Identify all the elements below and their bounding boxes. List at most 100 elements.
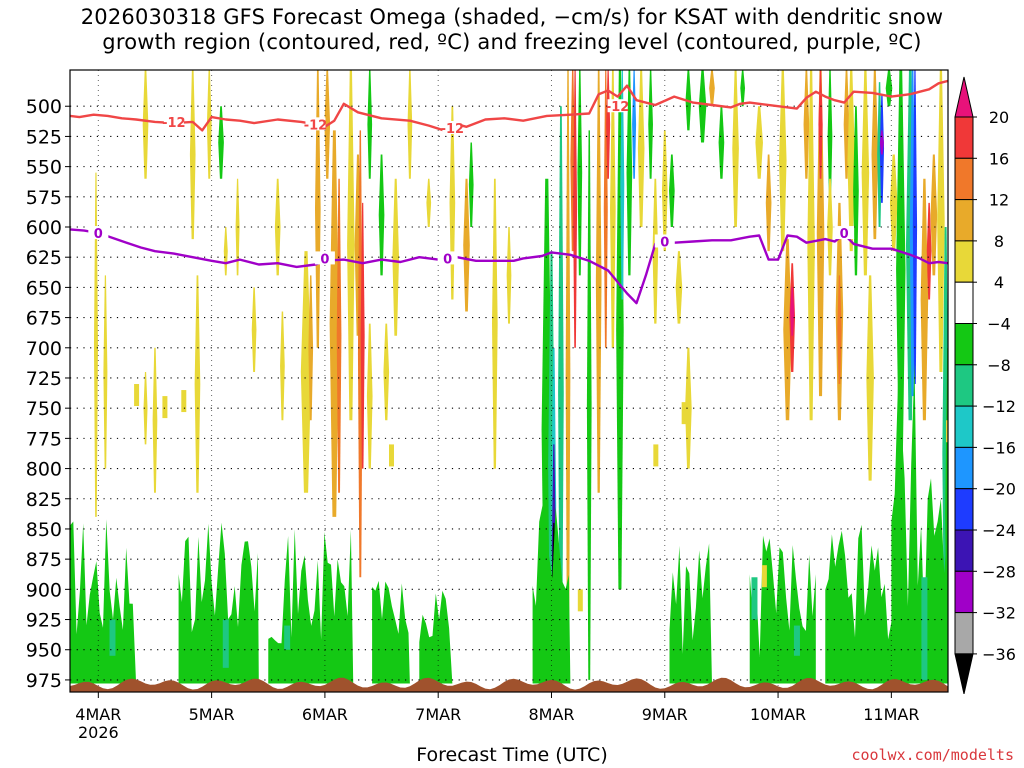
colorbar-label: −12 (982, 397, 1016, 416)
omega-cell (751, 577, 758, 620)
y-tick-label: 500 (26, 96, 62, 118)
omega-lowlevel-band (419, 590, 453, 684)
omega-cell (889, 154, 898, 252)
contour-label: 0 (660, 236, 669, 251)
omega-cell (280, 311, 285, 421)
colorbar-label: −32 (982, 604, 1016, 623)
plot-frame (69, 69, 949, 693)
colorbar-label: −20 (982, 480, 1016, 499)
colorbar-segment (954, 199, 974, 242)
omega-cell (378, 154, 385, 276)
omega-cell (463, 178, 470, 312)
omega-cell (162, 396, 168, 419)
x-tick-label: 5MAR (189, 705, 235, 724)
omega-cell (152, 347, 158, 493)
colorbar-segment (954, 529, 974, 572)
y-tick-label: 925 (26, 610, 62, 632)
omega-lowlevel-band (749, 535, 816, 684)
colorbar-label: −36 (982, 645, 1016, 664)
omega-cell (946, 420, 948, 443)
omega-cell (103, 275, 108, 469)
omega-cell (573, 70, 578, 348)
omega-cell (565, 70, 571, 680)
omega-cell (506, 227, 512, 324)
y-tick-label: 875 (26, 549, 62, 571)
y-tick-label: 975 (26, 670, 62, 692)
y-tick-label: 550 (26, 157, 62, 179)
colorbar-label: 16 (989, 149, 1009, 168)
omega-cell (765, 154, 772, 252)
omega-cell (93, 172, 98, 517)
omega-cell (755, 106, 763, 179)
omega-cell (134, 384, 140, 407)
colorbar-segment (954, 364, 974, 407)
contour-label: -12 (606, 100, 630, 115)
omega-cell (837, 275, 842, 385)
omega-cell (779, 70, 787, 252)
omega-cell (367, 70, 373, 179)
colorbar-label: 12 (989, 191, 1009, 210)
x-tick-label: 6MAR (302, 705, 348, 724)
colorbar-segment (954, 157, 974, 201)
colorbar-label: −8 (987, 356, 1011, 375)
isotherm-minus12-line (70, 79, 948, 133)
omega-cell (492, 178, 498, 469)
omega-cell (790, 287, 795, 336)
contour-label: 0 (840, 227, 849, 242)
omega-cell (896, 70, 906, 469)
contour-label-bg (437, 251, 458, 265)
omega-cell (606, 70, 611, 179)
omega-cell (468, 142, 474, 228)
omega-cell (620, 70, 625, 300)
contour-label-bg (607, 99, 628, 113)
omega-cell (871, 70, 879, 240)
y-tick-label: 525 (26, 126, 62, 148)
omega-cell (314, 70, 321, 348)
omega-cell (300, 251, 312, 493)
y-tick-label: 650 (26, 277, 62, 299)
colorbar-segment (954, 488, 974, 531)
omega-cell (709, 70, 715, 107)
omega-cell (732, 70, 739, 228)
omega-lowlevel-band (825, 524, 901, 684)
omega-cell (558, 106, 564, 680)
y-tick-label: 825 (26, 489, 62, 511)
omega-cell (803, 70, 810, 179)
colorbar-segment (954, 240, 974, 283)
omega-cell (827, 70, 833, 203)
omega-cell (632, 70, 637, 179)
omega-cell (930, 154, 938, 276)
y-tick-label: 700 (26, 338, 62, 360)
omega-cell (818, 70, 823, 179)
x-tick-label: 9MAR (642, 705, 688, 724)
omega-cell (383, 323, 390, 421)
y-tick-label: 750 (26, 398, 62, 420)
omega-cell (595, 70, 602, 493)
y-tick-label: 725 (26, 368, 62, 390)
omega-cell (653, 444, 659, 467)
y-tick-label: 900 (26, 579, 62, 601)
y-tick-label: 625 (26, 247, 62, 269)
omega-cell (223, 227, 228, 276)
contour-label-bg (654, 234, 675, 248)
omega-cell (937, 70, 945, 372)
contour-label-bg (442, 120, 463, 134)
y-tick-label: 775 (26, 428, 62, 450)
omega-cell (392, 178, 400, 336)
omega-cell (681, 402, 687, 425)
colorbar-segment (954, 323, 974, 366)
colorbar-label: −28 (982, 562, 1016, 581)
y-tick-label: 600 (26, 217, 62, 239)
colorbar-label: −4 (987, 315, 1011, 334)
colorbar-segment (954, 446, 974, 490)
omega-cell (218, 106, 224, 179)
omega-cell (222, 619, 229, 668)
colorbar-label: 8 (994, 232, 1004, 251)
freezing-level-line (70, 228, 948, 305)
colorbar-segment (954, 281, 974, 325)
omega-cell (449, 106, 456, 300)
source-credit[interactable]: coolwx.com/modelts (851, 746, 1014, 764)
omega-lowlevel-band (70, 519, 137, 684)
omega-cell (206, 70, 212, 179)
